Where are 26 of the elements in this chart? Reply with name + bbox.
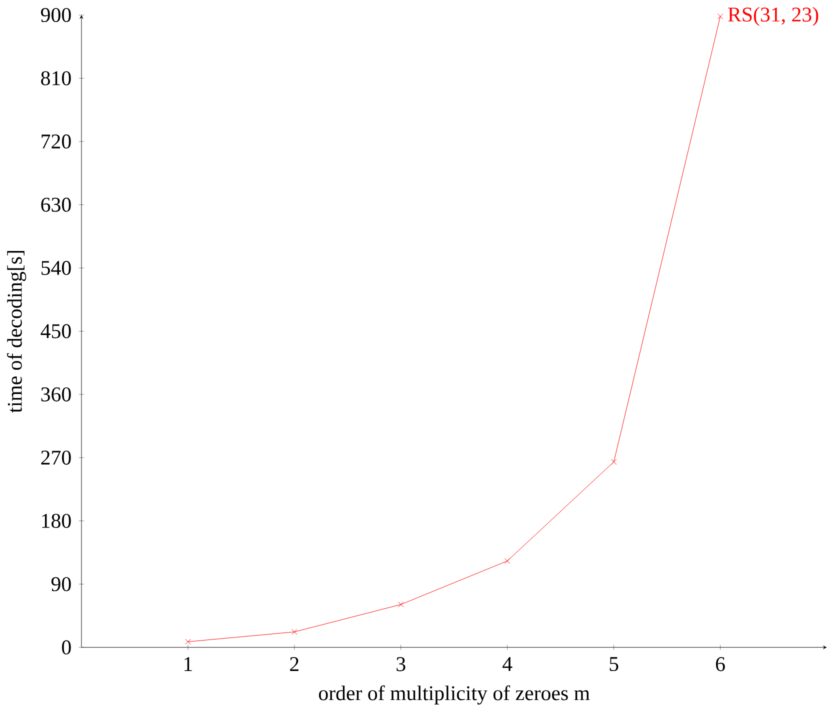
y-tick-label: 90	[51, 577, 71, 592]
y-tick-label: 540	[42, 261, 71, 276]
y-tick-label: 450	[40, 324, 71, 338]
point	[504, 558, 510, 564]
point	[398, 602, 404, 608]
point	[717, 14, 724, 20]
x-tick-label: 5	[610, 657, 618, 672]
x-tick-label: 4	[502, 657, 512, 672]
series-label: RS(31, 23)	[728, 7, 818, 26]
y-tick-label: 180	[42, 514, 71, 528]
y-tick-label: 0	[62, 640, 71, 655]
y-axis-title: time of decoding[s]	[6, 251, 26, 413]
x-tick-label: 6	[716, 657, 725, 672]
x-tick-label: 2	[290, 657, 298, 672]
y-tick-label: 270	[41, 450, 71, 465]
y-tick-label: 360	[41, 388, 71, 402]
point	[292, 629, 298, 635]
x-tick-label: 1	[184, 657, 192, 672]
point	[185, 639, 191, 645]
x-axis-title: order of multiplicity of zeroes m	[318, 686, 590, 705]
x-tick-label: 3	[396, 657, 406, 672]
y-tick-label: 900	[40, 8, 71, 22]
y-tick-label: 720	[42, 134, 71, 149]
point	[610, 459, 617, 465]
y-tick-label: 810	[41, 71, 71, 86]
y-tick-label: 630	[41, 198, 71, 212]
